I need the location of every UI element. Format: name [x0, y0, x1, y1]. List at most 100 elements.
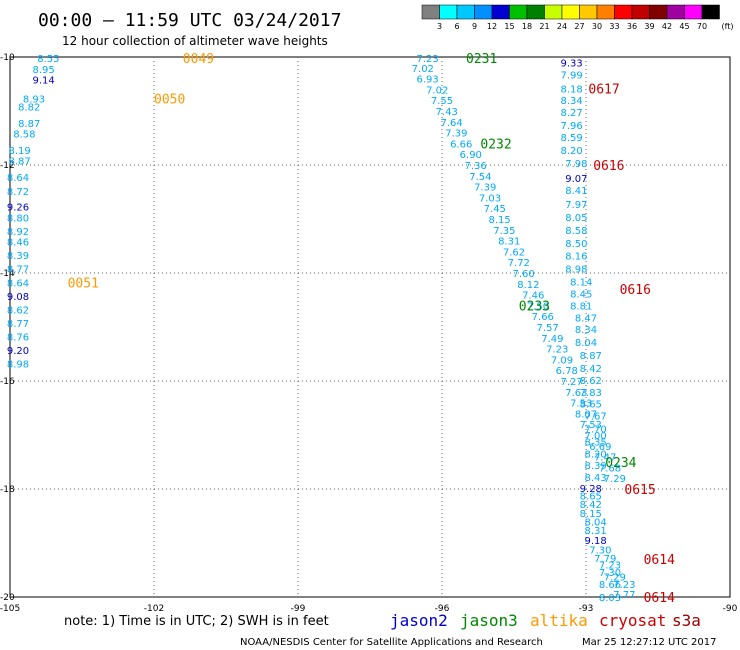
swh-point: 7.77 [613, 590, 635, 601]
colorbar-label: 12 [487, 22, 497, 31]
swh-point: 8.95 [32, 65, 54, 76]
colorbar-label: 21 [539, 22, 549, 31]
swh-point: 8.42 [580, 500, 602, 511]
swh-point: 7.62 [503, 247, 525, 258]
colorbar-swatch [509, 4, 528, 20]
swh-point: 7.97 [565, 200, 587, 211]
swh-point: 7.30 [589, 545, 611, 556]
x-tick-label: -99 [291, 604, 306, 614]
swh-point: 7.83 [580, 388, 602, 399]
swh-point: 8.98 [565, 265, 587, 276]
y-tick-label: -14 [0, 269, 15, 279]
y-tick-label: -12 [0, 161, 15, 171]
swh-point: 8.47 [575, 313, 597, 324]
swh-point: 7.02 [412, 64, 434, 75]
swh-point: 8.15 [580, 509, 602, 520]
swh-point: 8.20 [584, 449, 606, 460]
colorbar-swatch [474, 4, 493, 20]
swh-point: 8.05 [565, 213, 587, 224]
pass-labels: 0049 0050 0051 0231 0232 0233 0234 0617 0616 0616… [68, 52, 675, 606]
swh-point: 8.39 [7, 251, 29, 262]
swh-point: 8.92 [7, 227, 29, 238]
swh-point: 7.60 [512, 269, 534, 280]
swh-point: 8.31 [584, 526, 606, 537]
y-tick-label: -10 [0, 53, 15, 63]
colorbar-swatch [421, 4, 440, 20]
swh-point: 6.69 [589, 442, 611, 453]
colorbar-label: 18 [522, 22, 532, 31]
swh-point: 7.39 [445, 129, 467, 140]
swh-point: 9.26 [7, 203, 29, 214]
swh-point: 8.34 [560, 96, 582, 107]
swh-point: 8.98 [7, 360, 29, 371]
swh-point: 7.30 [599, 568, 621, 579]
swh-point: 7.23 [546, 345, 568, 356]
swh-point: 8.03 [599, 593, 621, 604]
swh-point: 8.87 [8, 157, 30, 168]
colorbar-swatch [579, 4, 598, 20]
swh-point: 7.57 [536, 323, 558, 334]
swh-point: 7.23 [416, 54, 438, 65]
legend-jason3: jason3 [460, 611, 518, 630]
pass-label: 0614 [644, 591, 675, 606]
colorbar-label: 30 [592, 22, 602, 31]
swh-point: 9.14 [32, 76, 54, 87]
swh-point: 7.29 [604, 474, 626, 485]
swh-point: 8.62 [7, 306, 29, 317]
colorbar-label: 42 [662, 22, 672, 31]
swh-point: 8.87 [18, 119, 40, 130]
swh-point: 7.09 [551, 355, 573, 366]
swh-point: 6.93 [416, 75, 438, 86]
swh-point: 9.08 [7, 292, 29, 303]
swh-point: 7.35 [493, 226, 515, 237]
chart-subtitle: 12 hour collection of altimeter wave hei… [62, 34, 328, 48]
data-points: 8.558.959.148.938.828.878.588.198.878.64… [7, 54, 636, 604]
swh-point: 9.07 [565, 174, 587, 185]
swh-point: 6.66 [450, 139, 472, 150]
colorbar-label: 3 [437, 22, 442, 31]
pass-label: 0616 [620, 283, 651, 298]
colorbar-swatch [684, 4, 703, 20]
pass-label: 0232 [480, 137, 511, 152]
x-tick-label: -93 [579, 604, 594, 614]
swh-point: 9.33 [560, 58, 582, 69]
swh-point: 7.43 [436, 107, 458, 118]
swh-point: 9.20 [7, 346, 29, 357]
swh-point: 8.04 [575, 338, 597, 349]
y-tick-label: -20 [0, 593, 15, 603]
colorbar-label: 39 [644, 22, 654, 31]
swh-point: 8.35 [584, 437, 606, 448]
chart-title: 00:00 – 11:59 UTC 03/24/2017 [38, 10, 341, 31]
swh-point: 7.46 [522, 291, 544, 302]
legend-s3a: s3a [672, 611, 701, 630]
swh-point: 9.28 [580, 484, 602, 495]
pass-label: 0231 [466, 52, 497, 67]
colorbar-swatch [631, 4, 650, 20]
swh-point: 8.07 [575, 409, 597, 420]
y-tick-label: -16 [0, 377, 15, 387]
swh-point: 8.82 [18, 103, 40, 114]
swh-point: 8.64 [7, 173, 29, 184]
swh-point: 7.99 [560, 70, 582, 81]
swh-point: 8.65 [580, 491, 602, 502]
swh-point: 6.90 [460, 150, 482, 161]
swh-point: 7.23 [599, 561, 621, 572]
swh-point: 8.46 [7, 238, 29, 249]
colorbar-label: 36 [627, 22, 637, 31]
colorbar-label: 24 [557, 22, 567, 31]
colorbar-label: 27 [574, 22, 584, 31]
swh-point: 8.76 [7, 333, 29, 344]
swh-point: 7.72 [508, 258, 530, 269]
colorbar-swatch [561, 4, 580, 20]
swh-point: 8.15 [488, 215, 510, 226]
swh-point: 8.58 [13, 130, 35, 141]
swh-point: 7.70 [584, 425, 606, 436]
colorbar-swatch [596, 4, 615, 20]
credit-text: NOAA/NESDIS Center for Satellite Applica… [240, 637, 543, 648]
swh-point: 8.43 [584, 473, 606, 484]
swh-point: 7.53 [570, 399, 592, 410]
swh-point: 7.39 [474, 183, 496, 194]
swh-point: 8.31 [498, 237, 520, 248]
colorbar-label: 33 [609, 22, 619, 31]
swh-point: 7.47 [594, 453, 616, 464]
